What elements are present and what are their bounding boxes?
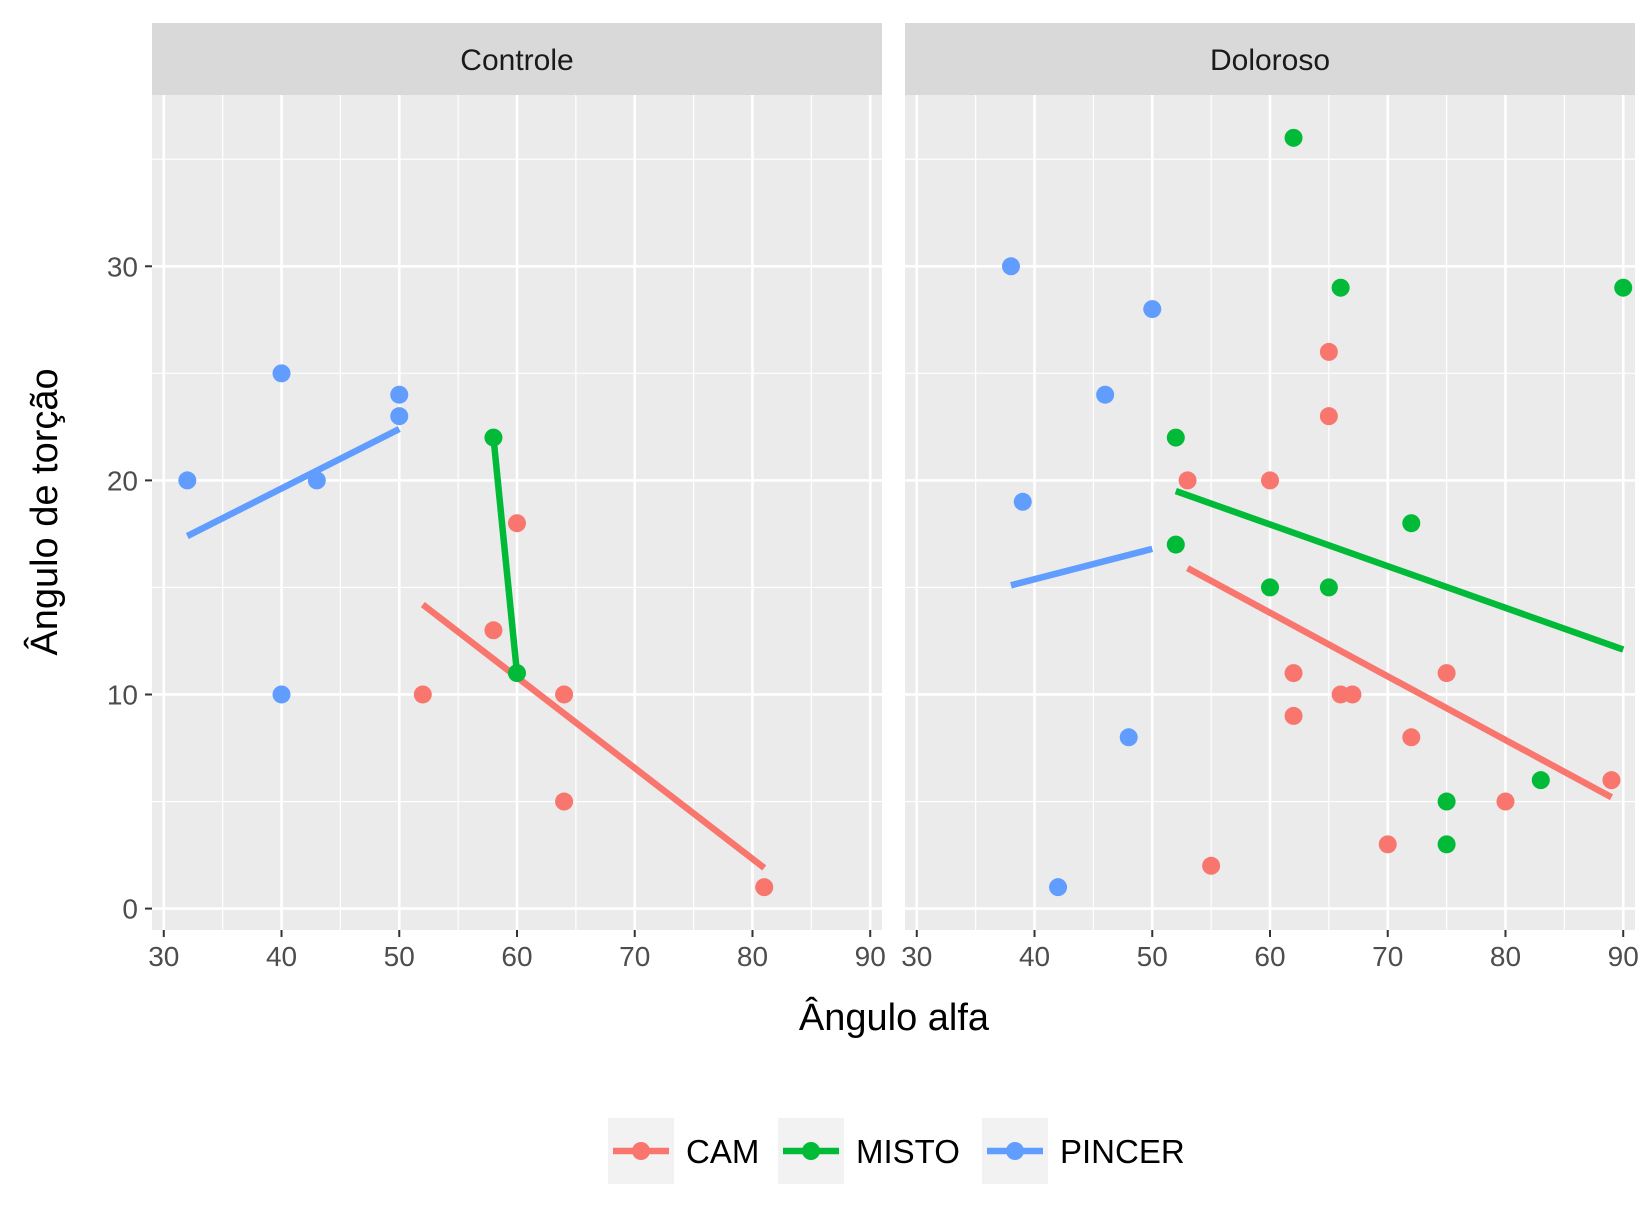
point-misto	[1437, 792, 1456, 811]
point-cam	[413, 685, 432, 704]
point-misto	[1531, 771, 1550, 790]
fit-line-pincer	[1010, 545, 1154, 589]
x-tick-label: 90	[855, 941, 886, 972]
point-misto	[1331, 278, 1350, 297]
panel-doloroso: Doloroso 30 40 50 60 70 80 90	[901, 23, 1639, 972]
point-cam	[1319, 342, 1338, 361]
point-cam	[1602, 771, 1621, 790]
y-tick-label: 30	[107, 251, 138, 282]
point-misto	[1284, 128, 1303, 147]
point-cam	[1202, 856, 1221, 875]
legend-label: MISTO	[856, 1133, 960, 1170]
x-axis-title: Ângulo alfa	[799, 996, 990, 1039]
fit-line-pincer	[185, 426, 401, 539]
panel-controle: Controle 30 40 50 60 70 80 90	[148, 23, 886, 972]
y-tick-label: 0	[122, 894, 138, 925]
point-cam	[1284, 664, 1303, 683]
point-misto	[1614, 278, 1633, 297]
point-pincer	[272, 364, 291, 383]
point-cam	[1319, 407, 1338, 426]
point-misto	[1166, 428, 1185, 447]
x-tick-label: 70	[1372, 941, 1403, 972]
point-misto	[508, 664, 526, 683]
point-pincer	[1096, 385, 1115, 404]
legend-item-pincer: PINCER	[982, 1118, 1185, 1184]
point-cam	[1178, 471, 1197, 490]
point-pincer	[390, 407, 409, 426]
point-cam	[1261, 471, 1279, 490]
x-tick-label: 30	[901, 941, 932, 972]
point-cam	[555, 685, 574, 704]
point-cam	[1496, 792, 1515, 811]
fit-line-cam	[420, 601, 767, 871]
point-cam	[555, 792, 574, 811]
point-misto	[1402, 514, 1421, 533]
point-misto	[1437, 835, 1456, 854]
fit-line-misto	[1174, 488, 1625, 653]
point-pincer	[1143, 300, 1162, 319]
point-pincer	[1013, 492, 1032, 511]
point-misto	[484, 428, 503, 447]
point-cam	[1343, 685, 1362, 704]
point-cam	[1284, 706, 1303, 725]
facet-strip-label: Doloroso	[1210, 44, 1330, 77]
point-pincer	[307, 471, 326, 490]
x-tick-label: 80	[737, 941, 768, 972]
facet-strip-label: Controle	[460, 44, 573, 77]
point-misto	[1166, 535, 1185, 554]
legend-item-cam: CAM	[608, 1118, 759, 1184]
point-cam	[1437, 664, 1456, 683]
legend-key-point	[802, 1142, 820, 1160]
point-pincer	[1119, 728, 1138, 747]
panels: Controle 30 40 50 60 70 80 90 Doloroso 30 40 50 60 70…	[148, 23, 1639, 972]
y-tick-label: 10	[107, 679, 138, 710]
x-tick-label: 40	[1019, 941, 1050, 972]
point-cam	[508, 514, 526, 533]
y-axis-title: Ângulo de torção	[23, 368, 66, 655]
point-misto	[1319, 578, 1338, 597]
x-tick-label: 90	[1608, 941, 1639, 972]
x-tick-label: 40	[266, 941, 297, 972]
fit-line-misto	[490, 437, 521, 674]
x-tick-label: 60	[1254, 941, 1285, 972]
facet-strip	[905, 23, 1635, 95]
facet-strip	[152, 23, 882, 95]
x-tick-label: 70	[619, 941, 650, 972]
point-cam	[1378, 835, 1397, 854]
y-tick-label: 20	[107, 465, 138, 496]
legend-key-point	[632, 1142, 650, 1160]
point-cam	[755, 878, 774, 897]
point-pincer	[1049, 878, 1068, 897]
legend-label: CAM	[686, 1133, 759, 1170]
point-misto	[1261, 578, 1279, 597]
legend-label: PINCER	[1060, 1133, 1185, 1170]
x-tick-label: 80	[1490, 941, 1521, 972]
legend: CAM MISTO PINCER	[608, 1118, 1185, 1184]
legend-key-point	[1006, 1142, 1024, 1160]
x-tick-label: 50	[1137, 941, 1168, 972]
x-tick-label: 50	[384, 941, 415, 972]
x-tick-label: 60	[501, 941, 532, 972]
y-axis: 0 10 20 30	[107, 251, 152, 925]
point-pincer	[390, 385, 409, 404]
point-pincer	[178, 471, 197, 490]
fit-line-cam	[1186, 565, 1613, 801]
point-pincer	[1001, 257, 1020, 276]
point-pincer	[272, 685, 291, 704]
point-cam	[484, 621, 503, 640]
point-cam	[1402, 728, 1421, 747]
x-tick-label: 30	[148, 941, 179, 972]
legend-item-misto: MISTO	[778, 1118, 960, 1184]
